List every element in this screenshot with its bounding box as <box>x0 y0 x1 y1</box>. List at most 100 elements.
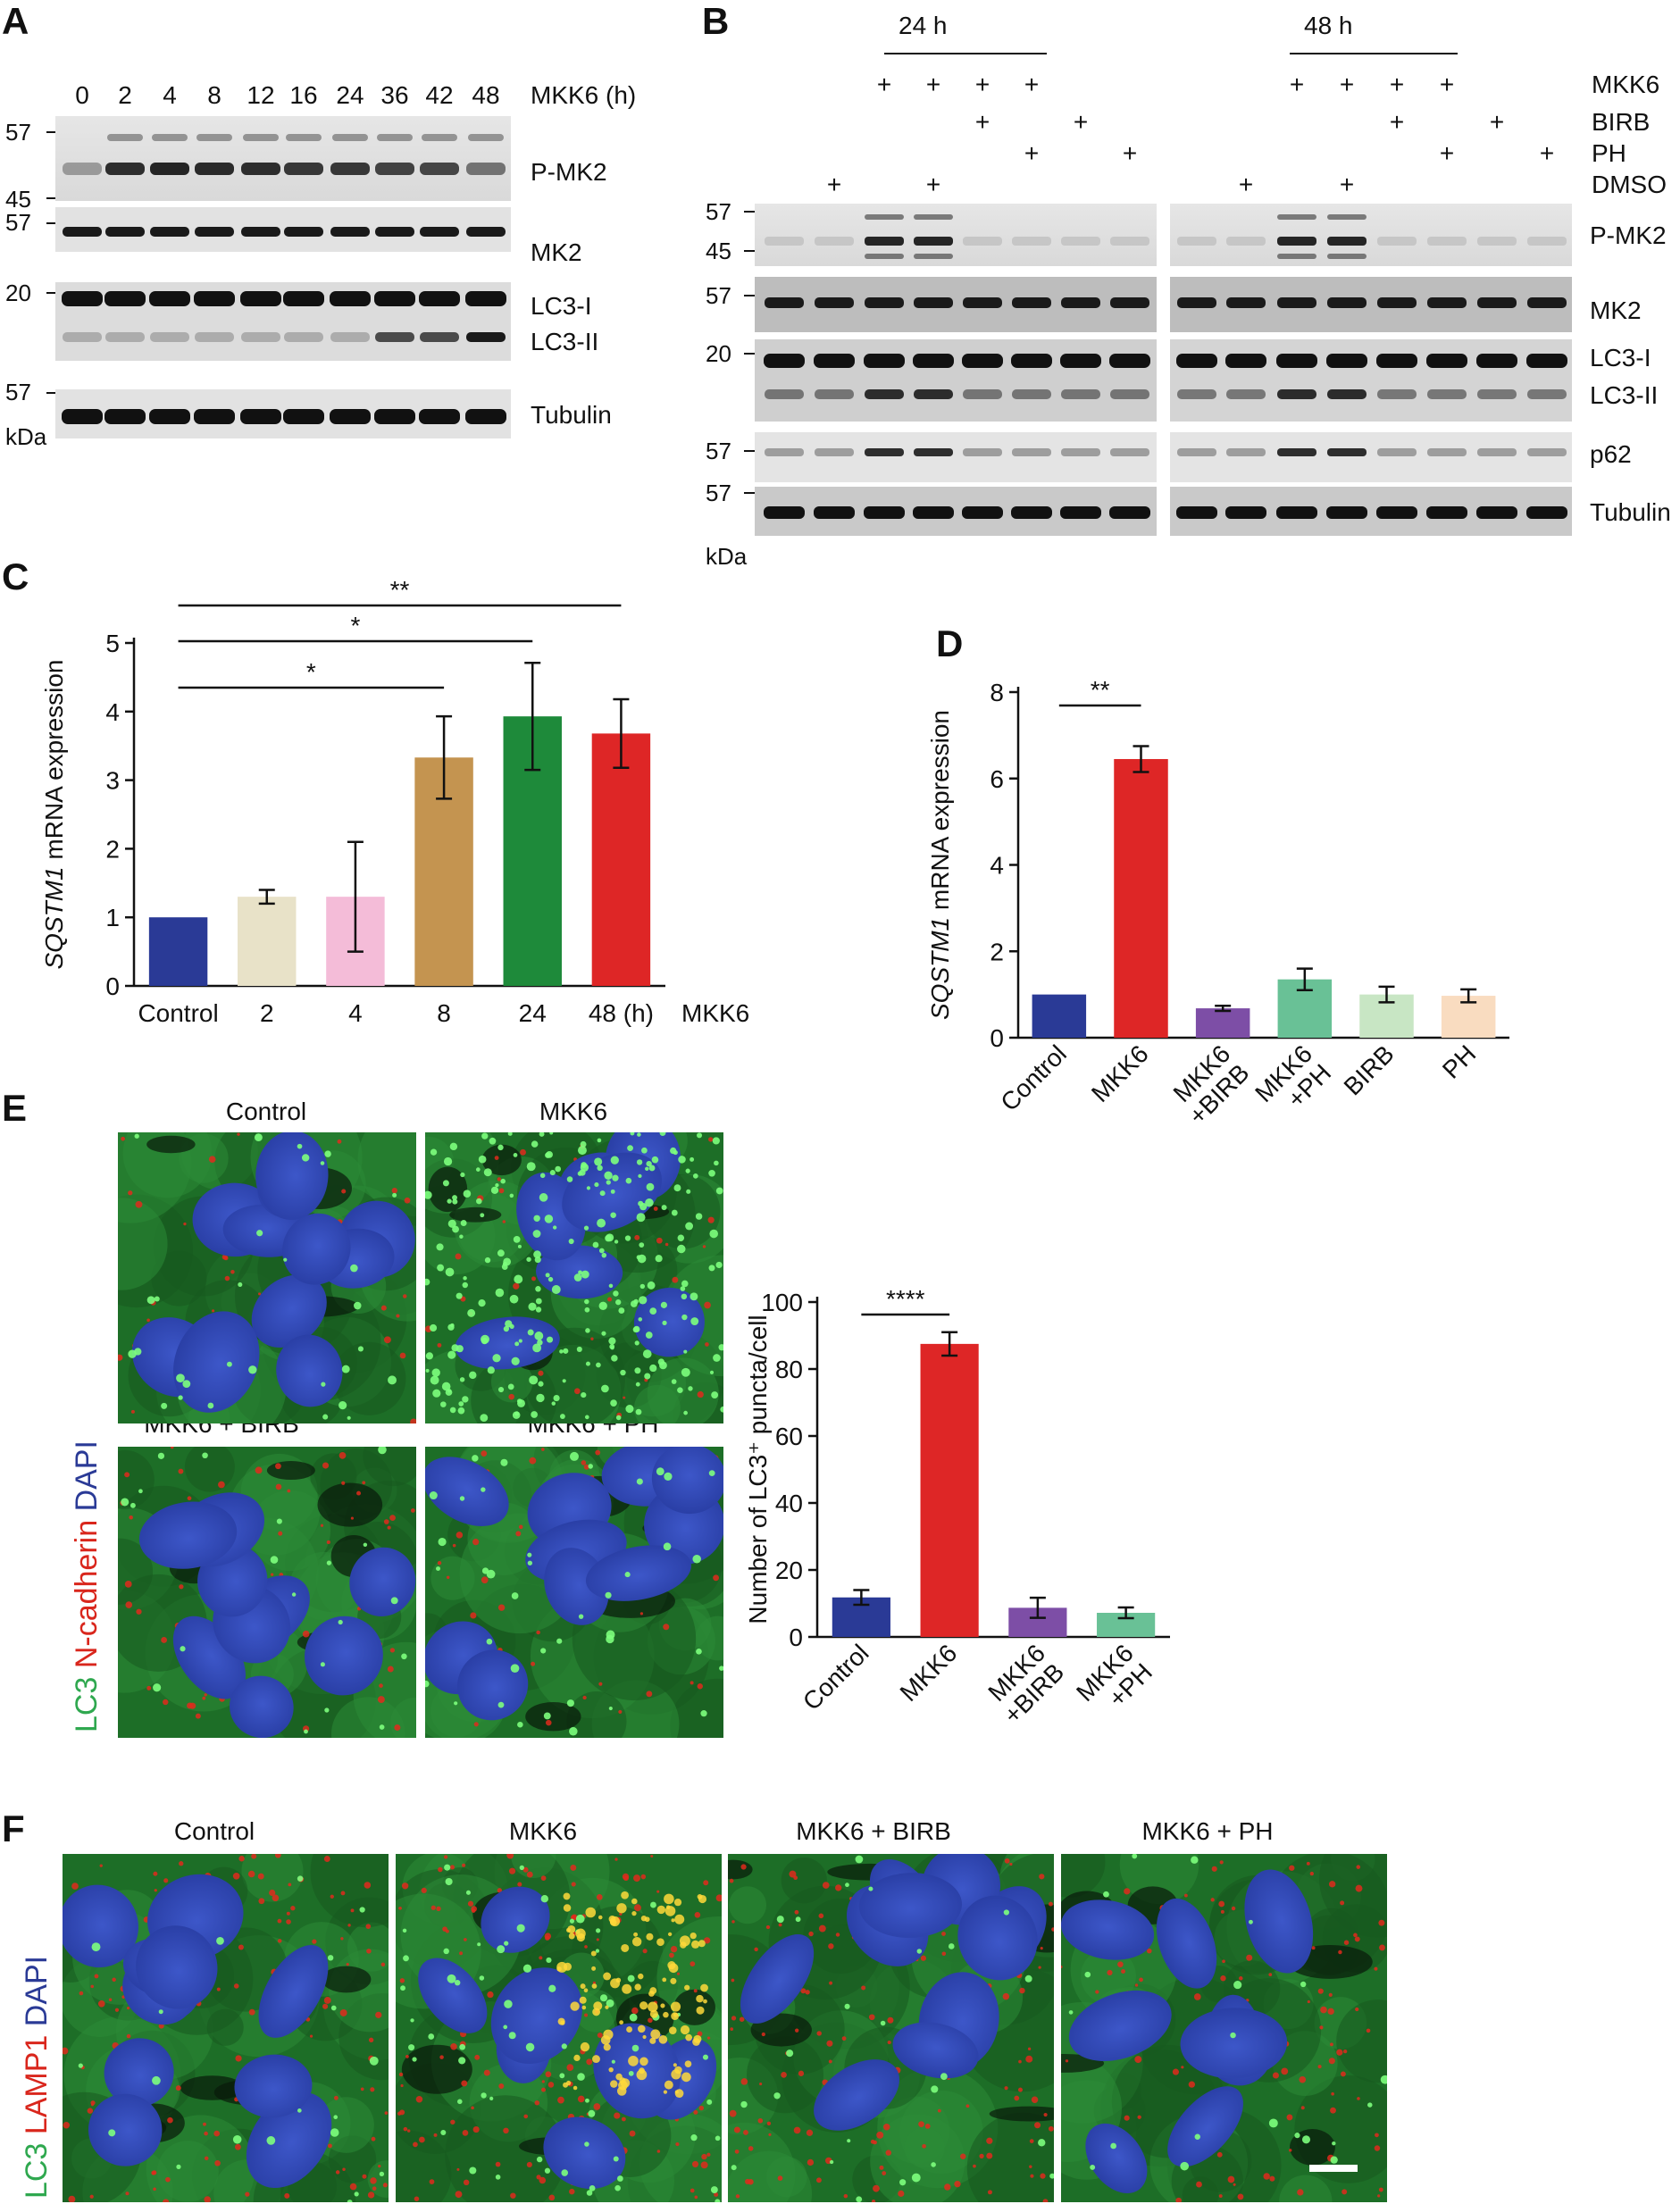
micrograph <box>425 1132 723 1423</box>
panel-a-time-label: 0 <box>75 81 89 109</box>
blot-band <box>104 409 146 424</box>
panel-b-mw-20: 20 <box>706 340 731 367</box>
blot-band <box>1226 237 1266 246</box>
blot-band <box>1376 354 1417 368</box>
blot-band <box>1060 506 1101 519</box>
panel-letter-c: C <box>2 555 29 597</box>
blot-band <box>1012 297 1051 308</box>
panel-a-mw-57c: 57 <box>5 379 31 405</box>
panel-letter-d: D <box>936 622 963 664</box>
y-tick-label: 0 <box>105 973 120 1000</box>
blot-band <box>814 506 855 519</box>
blot-band <box>420 332 459 342</box>
panel-e-images: Control MKK6 MKK6 + BIRB MKK6 + PH LC3 N… <box>70 1098 723 1746</box>
blot-band <box>1109 354 1150 368</box>
blot-band <box>1177 237 1216 246</box>
significance-label: * <box>306 658 316 686</box>
blot-band <box>194 409 235 424</box>
blot-band <box>1225 506 1266 519</box>
blot-band <box>864 506 905 519</box>
panel-b-label-mk2: MK2 <box>1590 296 1642 324</box>
blot-band <box>865 297 904 308</box>
panel-b-plus: + <box>827 171 841 198</box>
blot-band <box>241 227 280 237</box>
x-tick-label: MKK6 <box>895 1639 963 1707</box>
blot-band <box>815 448 854 456</box>
blot-band <box>105 332 145 342</box>
x-tick-label: Control <box>798 1639 874 1716</box>
blot-band <box>105 227 145 237</box>
blot-band <box>1377 448 1417 456</box>
panel-b-plus: + <box>877 71 891 98</box>
x-tick-label: MKK6+PH <box>1250 1039 1336 1126</box>
blot-band <box>814 354 855 368</box>
panel-b-row-birb: BIRB <box>1592 108 1650 136</box>
panel-a-label-lc3-i: LC3-I <box>531 292 591 320</box>
blot-band <box>865 214 904 220</box>
blot-band <box>420 163 459 175</box>
bar <box>1032 994 1087 1038</box>
panel-a-mw-45: 45 <box>5 186 31 213</box>
y-tick-label: 40 <box>775 1490 803 1517</box>
x-tick-label: MKK6+BIRB <box>1165 1039 1255 1130</box>
blot-band <box>1226 297 1266 308</box>
blot-band <box>865 254 904 259</box>
micrograph <box>728 1854 1054 2202</box>
blot-band <box>765 448 804 456</box>
blot-band <box>1226 389 1266 399</box>
significance-label: * <box>350 612 360 639</box>
blot-band <box>1277 254 1316 259</box>
blot-band <box>765 389 804 399</box>
y-tick-label: 4 <box>105 698 120 726</box>
blot-band <box>286 134 322 141</box>
panel-a-time-label: 16 <box>289 81 317 109</box>
panel-b-plus: + <box>975 108 990 136</box>
blot-band <box>150 227 189 237</box>
bar <box>1114 758 1168 1038</box>
y-tick-label: 8 <box>990 679 1004 706</box>
blot-band <box>963 237 1002 246</box>
panel-a-kda: kDa <box>5 423 47 450</box>
blot-band <box>241 163 280 175</box>
blot-band <box>1109 506 1150 519</box>
panel-b-plus: + <box>1024 139 1039 167</box>
panel-b-plus: + <box>1123 139 1137 167</box>
blot-band <box>1327 297 1367 308</box>
y-tick-label: 3 <box>105 767 120 795</box>
blot-band <box>466 163 506 175</box>
blot-band <box>1110 389 1149 399</box>
blot-band <box>1276 506 1317 519</box>
blot-band <box>764 506 805 519</box>
blot-band <box>465 409 506 424</box>
x-tick-label: Control <box>995 1039 1072 1116</box>
panel-a-label-pmk2: P-MK2 <box>531 158 607 186</box>
blot-band <box>330 409 371 424</box>
blot-band <box>375 332 414 342</box>
panel-letter-a: A <box>2 0 29 42</box>
blot-band <box>1477 448 1517 456</box>
blot-band <box>1177 297 1216 308</box>
panel-b-mw-57d: 57 <box>706 480 731 506</box>
panel-e-title-mkk6: MKK6 <box>539 1098 607 1125</box>
blot-band <box>865 389 904 399</box>
blot-band <box>1527 448 1567 456</box>
blot-band <box>466 227 506 237</box>
panel-b-plus: + <box>1490 108 1504 136</box>
chart-e: 0 20 40 60 80 100 Control MKK6 MKK6+BIRB MKK6+PH *… <box>744 1285 1170 1729</box>
x-tick-label: 2 <box>260 999 274 1027</box>
blot-band <box>1326 506 1367 519</box>
panel-a-time-label: 36 <box>380 81 408 109</box>
panel-b-time-48h: 48 h <box>1304 12 1353 39</box>
blot-band <box>1327 214 1367 220</box>
blot-band <box>865 237 904 246</box>
blot-band <box>1176 354 1217 368</box>
micrograph <box>118 1447 416 1738</box>
panel-letter-e: E <box>2 1087 27 1129</box>
panel-a-time-label: 42 <box>425 81 453 109</box>
blot-band <box>374 291 415 306</box>
x-tick-label: 48 (h) <box>589 999 654 1027</box>
bar <box>238 897 297 986</box>
blot-band <box>1427 448 1467 456</box>
blot-band <box>1277 389 1316 399</box>
blot-band <box>1427 389 1467 399</box>
